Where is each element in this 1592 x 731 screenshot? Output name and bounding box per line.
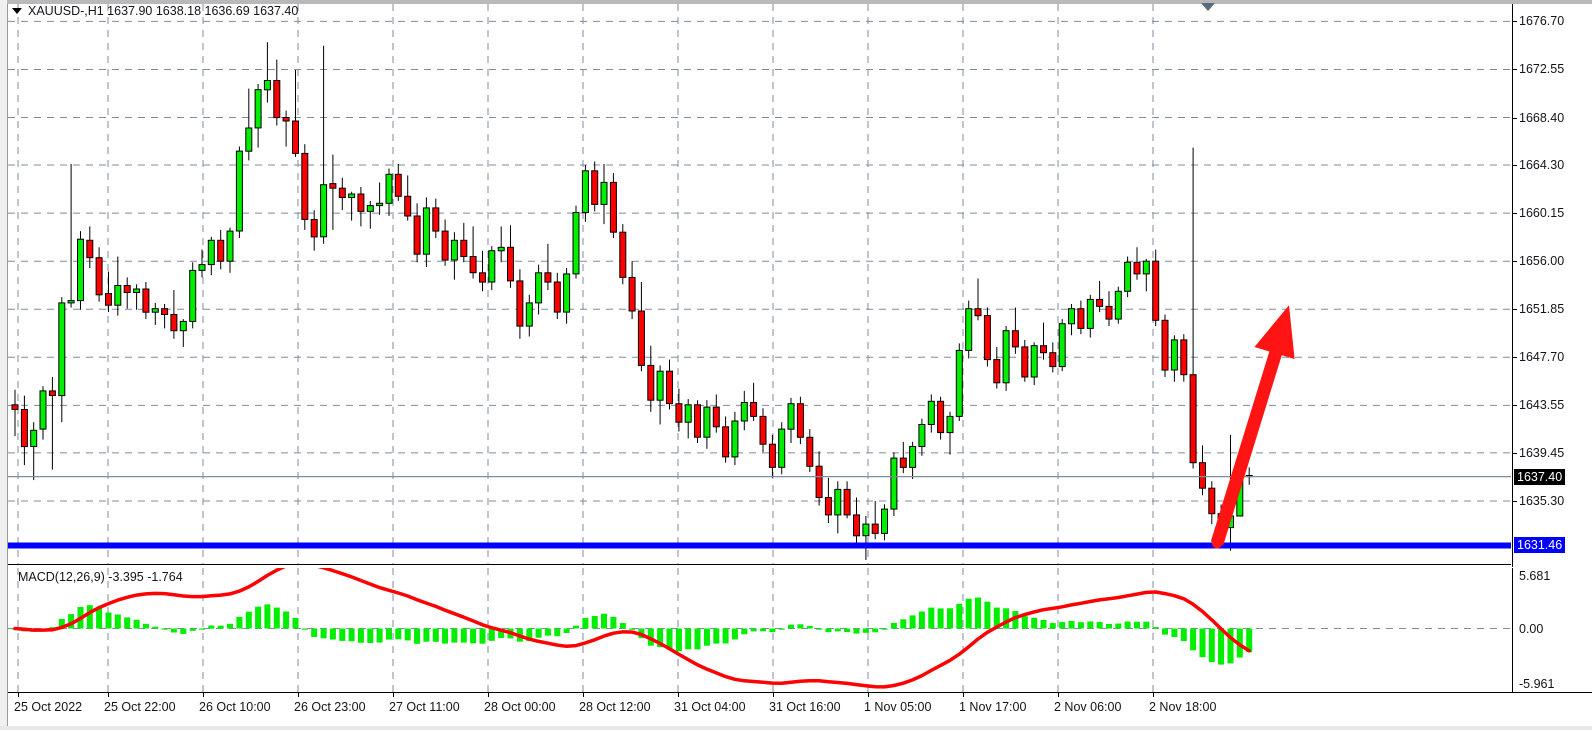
price-axis-label: 1676.70 — [1519, 14, 1565, 29]
bottom-strip — [0, 726, 1592, 730]
time-axis-label: 1 Nov 05:00 — [864, 700, 932, 714]
time-axis-tick — [298, 693, 299, 697]
left-border — [0, 0, 8, 730]
price-axis-label: 1643.55 — [1519, 398, 1565, 413]
price-axis-tick — [1513, 405, 1517, 407]
time-axis-tick — [678, 693, 679, 697]
time-axis-label: 28 Oct 12:00 — [579, 700, 651, 714]
macd-axis[interactable]: 5.681 0.00 -5.961 — [1512, 568, 1592, 692]
price-axis-tick — [1513, 500, 1517, 502]
macd-axis-label: 5.681 — [1519, 569, 1551, 583]
last-price-label: 1637.40 — [1514, 468, 1566, 485]
price-axis-label: 1651.85 — [1519, 302, 1565, 317]
price-axis-tick — [1513, 69, 1517, 71]
price-chart-panel[interactable] — [8, 4, 1511, 567]
macd-chart-svg — [8, 568, 1511, 692]
price-axis-label: 1668.40 — [1519, 110, 1565, 125]
price-axis-label: 1660.15 — [1519, 206, 1565, 221]
symbol-header: XAUUSD-,H1 1637.90 1638.18 1636.69 1637.… — [12, 3, 298, 18]
price-axis-tick — [1513, 165, 1517, 167]
price-axis-tick — [1513, 117, 1517, 119]
time-axis-tick — [583, 693, 584, 697]
price-axis-label: 1672.55 — [1519, 62, 1565, 77]
time-axis-label: 31 Oct 16:00 — [769, 700, 841, 714]
price-axis-tick — [1513, 309, 1517, 311]
price-axis-tick — [1513, 452, 1517, 454]
time-axis-label: 1 Nov 17:00 — [959, 700, 1027, 714]
time-axis-label: 25 Oct 2022 — [14, 700, 83, 714]
time-axis-tick — [488, 693, 489, 697]
time-axis-label: 28 Oct 00:00 — [484, 700, 556, 714]
time-axis-tick — [18, 693, 19, 697]
time-axis[interactable]: 25 Oct 2022 25 Oct 22:00 26 Oct 10:00 26 Oc… — [8, 692, 1592, 731]
price-axis-tick — [1513, 261, 1517, 263]
macd-axis-label: 0.00 — [1519, 621, 1544, 636]
price-axis-label: 1656.00 — [1519, 254, 1565, 269]
time-axis-tick — [963, 693, 964, 697]
time-axis-tick — [1153, 693, 1154, 697]
time-axis-label: 26 Oct 10:00 — [199, 700, 271, 714]
price-axis-tick — [1513, 213, 1517, 215]
support-price-label: 1631.46 — [1514, 537, 1566, 554]
price-axis[interactable]: 1676.70 1672.55 1668.40 1664.30 1660.15 1656.… — [1512, 4, 1592, 567]
triangle-down-marker-icon — [1201, 3, 1215, 11]
triangle-down-icon[interactable] — [12, 7, 22, 14]
price-axis-label: 1647.70 — [1519, 350, 1565, 365]
macd-indicator-panel[interactable]: MACD(12,26,9) -3.395 -1.764 — [8, 568, 1511, 692]
macd-header-label: MACD(12,26,9) -3.395 -1.764 — [18, 570, 183, 584]
time-axis-tick — [203, 693, 204, 697]
time-axis-tick — [868, 693, 869, 697]
price-chart-svg — [8, 4, 1511, 567]
top-strip — [7, 0, 1592, 4]
symbol-header-text: XAUUSD-,H1 1637.90 1638.18 1636.69 1637.… — [28, 3, 299, 18]
price-axis-label: 1664.30 — [1519, 158, 1565, 173]
macd-axis-label: -5.961 — [1519, 677, 1555, 691]
price-axis-label: 1635.30 — [1519, 493, 1565, 508]
time-axis-tick — [773, 693, 774, 697]
price-axis-tick — [1513, 21, 1517, 23]
time-axis-label: 26 Oct 23:00 — [294, 700, 366, 714]
time-axis-label: 2 Nov 06:00 — [1054, 700, 1122, 714]
time-axis-tick — [1058, 693, 1059, 697]
time-axis-tick — [108, 693, 109, 697]
price-axis-label: 1639.45 — [1519, 445, 1565, 460]
time-axis-label: 31 Oct 04:00 — [674, 700, 746, 714]
time-axis-label: 27 Oct 11:00 — [389, 700, 460, 714]
time-axis-label: 2 Nov 18:00 — [1149, 700, 1217, 714]
price-axis-tick — [1513, 357, 1517, 359]
time-axis-label: 25 Oct 22:00 — [104, 700, 176, 714]
time-axis-tick — [393, 693, 394, 697]
